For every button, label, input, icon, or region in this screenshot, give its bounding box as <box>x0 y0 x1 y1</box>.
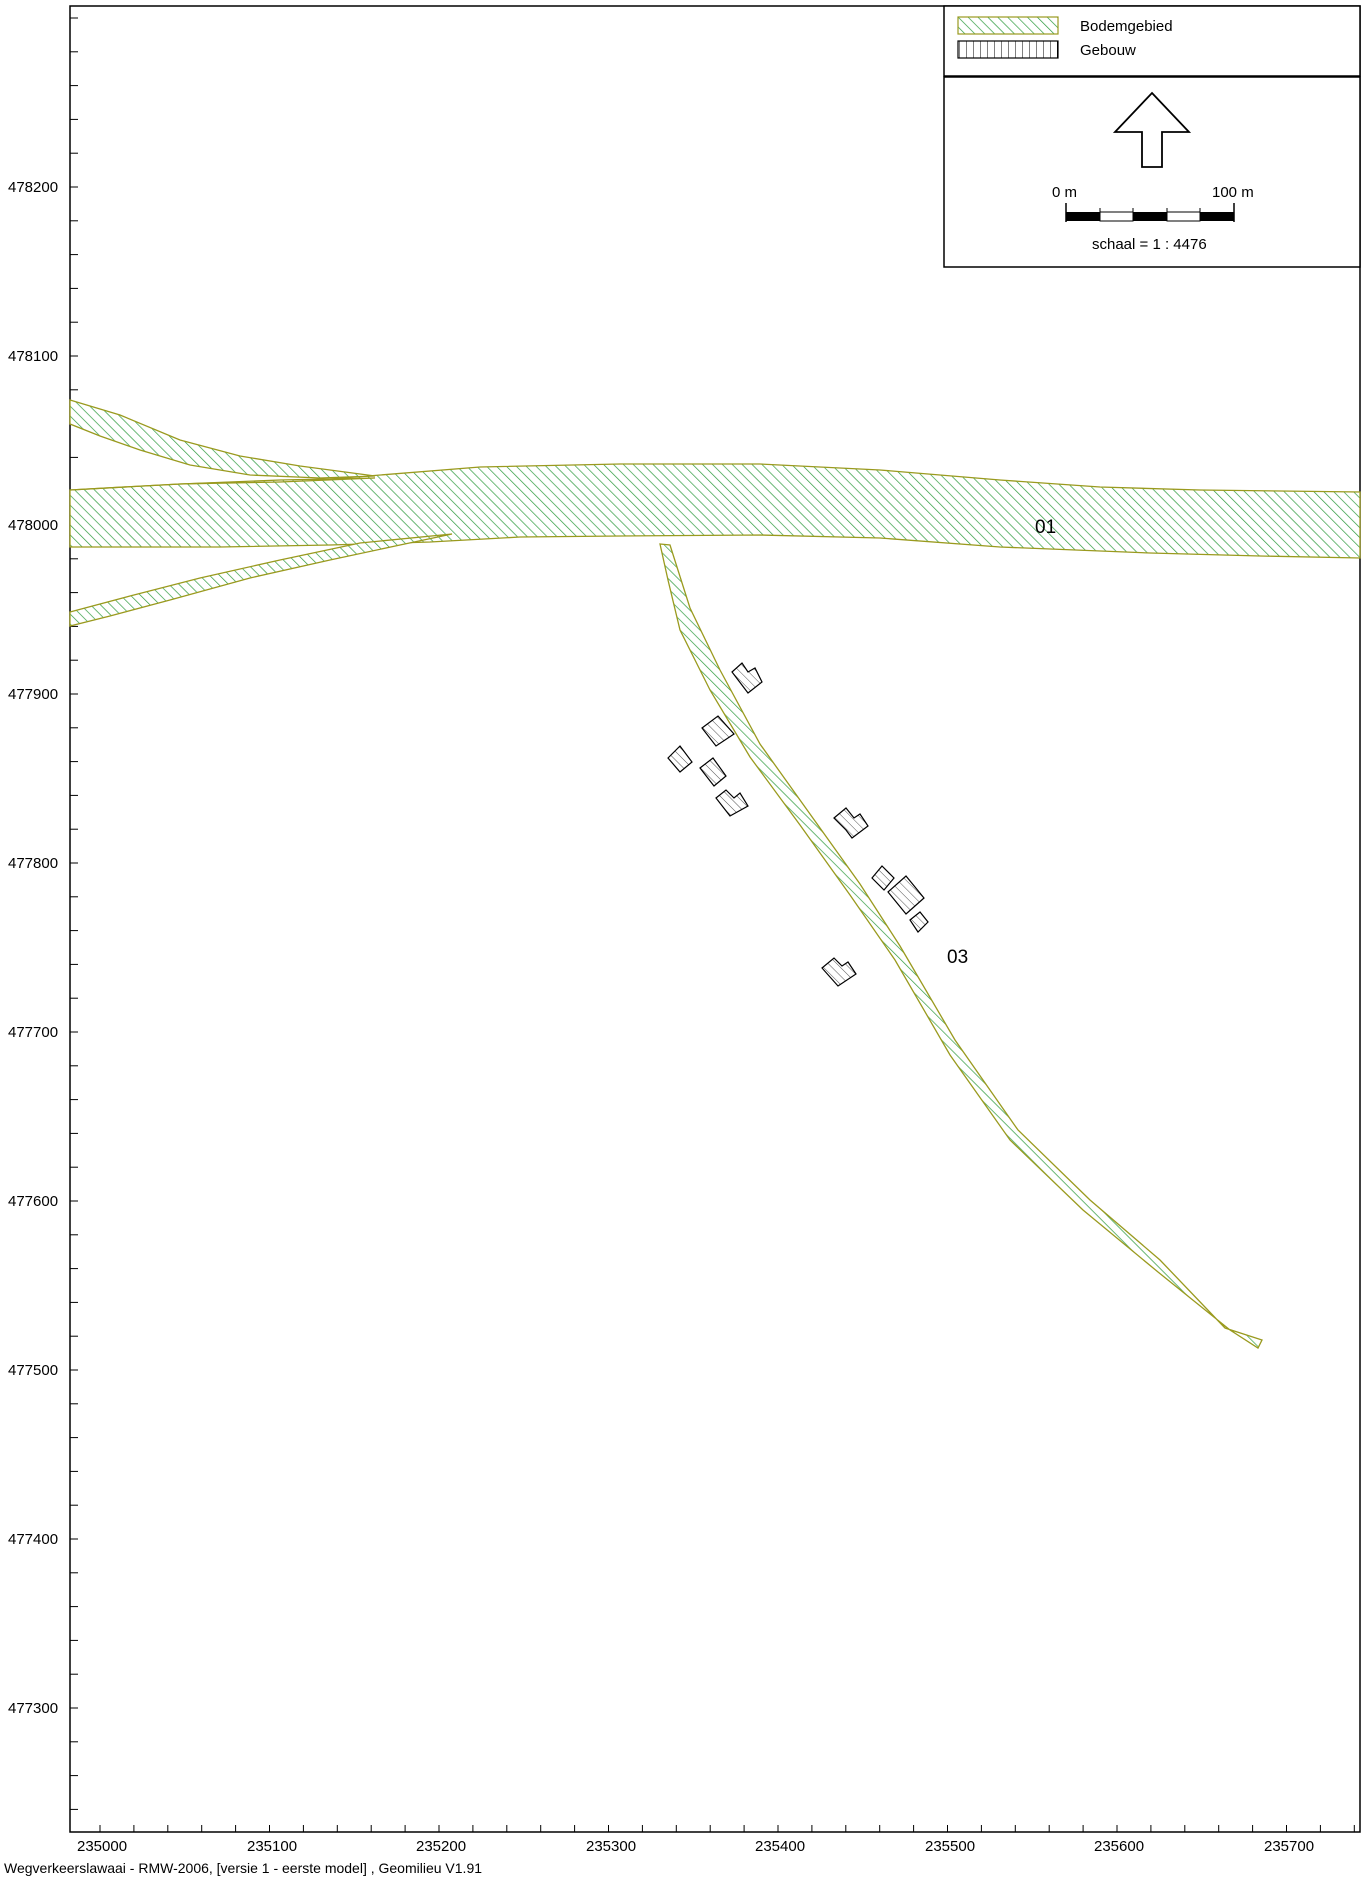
x-tick-label: 235700 <box>1264 1838 1314 1855</box>
x-tick-label: 235300 <box>586 1838 636 1855</box>
north-and-scale-panel: 0 m 100 m schaal = 1 : 4476 <box>943 76 1361 268</box>
x-axis-minor-ticks <box>99 1825 1355 1832</box>
legend-label-gebouw: Gebouw <box>1080 42 1136 59</box>
buildings <box>667 662 929 987</box>
ground-areas <box>69 399 1361 1349</box>
y-axis-labels: 478200 478100 478000 477900 477800 47770… <box>8 179 58 1717</box>
legend-label-bodemgebied: Bodemgebied <box>1080 18 1173 35</box>
building <box>701 715 735 747</box>
y-tick-label: 478000 <box>8 517 58 534</box>
ground-area-branch-upper <box>69 399 376 479</box>
footer-caption: Wegverkeerslawaai - RMW-2006, [versie 1 … <box>4 1860 483 1876</box>
area-label-01: 01 <box>1035 517 1056 538</box>
x-tick-label: 235500 <box>925 1838 975 1855</box>
x-tick-label: 235400 <box>755 1838 805 1855</box>
legend-swatch-gebouw <box>957 40 1059 59</box>
y-tick-label: 477300 <box>8 1700 58 1717</box>
y-tick-label: 477800 <box>8 855 58 872</box>
y-tick-label: 478100 <box>8 348 58 365</box>
y-tick-label: 477600 <box>8 1193 58 1210</box>
x-axis-labels: 235000 235100 235200 235300 235400 23550… <box>77 1838 1314 1855</box>
building <box>715 789 749 817</box>
y-tick-label: 477900 <box>8 686 58 703</box>
scale-ratio-text: schaal = 1 : 4476 <box>1092 236 1207 253</box>
building <box>731 662 763 694</box>
building <box>667 745 693 773</box>
x-tick-label: 235100 <box>247 1838 297 1855</box>
y-tick-label: 477700 <box>8 1024 58 1041</box>
building <box>699 757 727 787</box>
x-tick-label: 235000 <box>77 1838 127 1855</box>
area-label-03: 03 <box>947 947 968 968</box>
map-frame <box>69 5 1361 1833</box>
north-arrow-icon <box>1112 91 1192 168</box>
building <box>887 875 925 915</box>
x-tick-label: 235200 <box>416 1838 466 1855</box>
y-tick-label: 477400 <box>8 1531 58 1548</box>
ground-area-main-road <box>69 463 1361 559</box>
scale-bar <box>1065 203 1235 222</box>
scale-start-label: 0 m <box>1052 184 1077 201</box>
legend: Bodemgebied Gebouw <box>943 5 1361 77</box>
y-tick-label: 477500 <box>8 1362 58 1379</box>
building <box>871 865 895 891</box>
y-tick-label: 478200 <box>8 179 58 196</box>
x-tick-label: 235600 <box>1094 1838 1144 1855</box>
scale-end-label: 100 m <box>1212 184 1254 201</box>
ground-area-branch-middle <box>69 477 376 491</box>
ground-area-branch-lower <box>69 533 453 627</box>
building <box>821 957 857 987</box>
building <box>833 807 869 839</box>
legend-swatch-bodemgebied <box>957 16 1059 35</box>
building <box>909 911 929 933</box>
ground-area-side-road <box>659 543 1263 1349</box>
